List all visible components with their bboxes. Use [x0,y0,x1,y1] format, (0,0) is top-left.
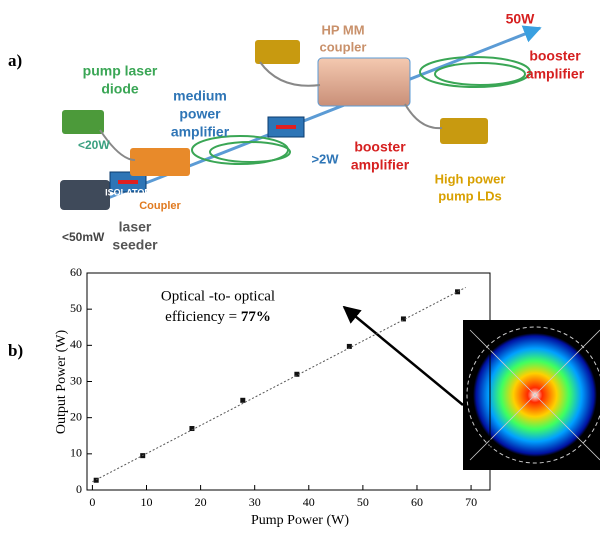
annotation: efficiency = 77% [165,309,271,325]
x-tick-label: 20 [195,495,207,509]
diagram-label: Coupler [139,200,181,212]
diagram-label: ISOLATOR [105,187,151,197]
diagram-label: booster [354,139,406,155]
diagram-label: amplifier [171,124,230,140]
diagram-label: diode [101,81,139,97]
y-tick-label: 50 [70,301,82,315]
annotation-bold: 77% [241,309,271,325]
data-point [294,371,300,377]
x-tick-label: 30 [249,495,261,509]
annotation: Optical -to- optical [161,288,275,304]
diagram-label: 50W [506,11,536,27]
diagram-label: booster [529,48,581,64]
diagram-label: amplifier [351,157,410,173]
diagram-label: High power [435,171,506,186]
diagram-label: medium [173,88,227,104]
fit-line [92,287,466,483]
data-point [346,343,352,349]
y-tick-label: 0 [76,482,82,496]
beam-profile [463,320,600,470]
x-tick-label: 60 [411,495,423,509]
y-tick-label: 20 [70,409,82,423]
diagram-label: HP MM [321,22,364,37]
diagram-label: <50mW [62,230,105,244]
diagram-label: pump LDs [438,188,502,203]
y-axis-label: Output Power (W) [54,330,69,435]
panel-tag: b) [8,341,23,360]
y-tick-label: 10 [70,446,82,460]
diagram-label: >2W [311,151,339,166]
x-tick-label: 70 [465,495,477,509]
panel-tag: a) [8,51,22,70]
data-point [455,289,461,295]
plot-frame [86,272,491,491]
data-point [400,316,406,322]
annotation-text: efficiency = [165,309,241,325]
x-tick-label: 0 [89,495,95,509]
diagram-shapes [60,25,542,210]
diagram-label: pump laser [83,63,158,79]
y-tick-label: 30 [70,373,82,387]
diagram-label: <20W [78,138,110,152]
diagram-label: seeder [112,237,158,253]
x-tick-label: 50 [357,495,369,509]
diagram-label: power [179,106,221,122]
x-axis-label: Pump Power (W) [251,513,349,528]
y-tick-label: 60 [70,265,82,279]
diagram-label: amplifier [526,66,585,82]
diagram-label: laser [119,219,152,235]
x-tick-label: 10 [141,495,153,509]
y-tick-label: 40 [70,337,82,351]
arrow [342,305,464,406]
diagram-label: coupler [320,39,367,54]
x-tick-label: 40 [303,495,315,509]
data-point [240,397,246,403]
data-point [189,426,195,432]
